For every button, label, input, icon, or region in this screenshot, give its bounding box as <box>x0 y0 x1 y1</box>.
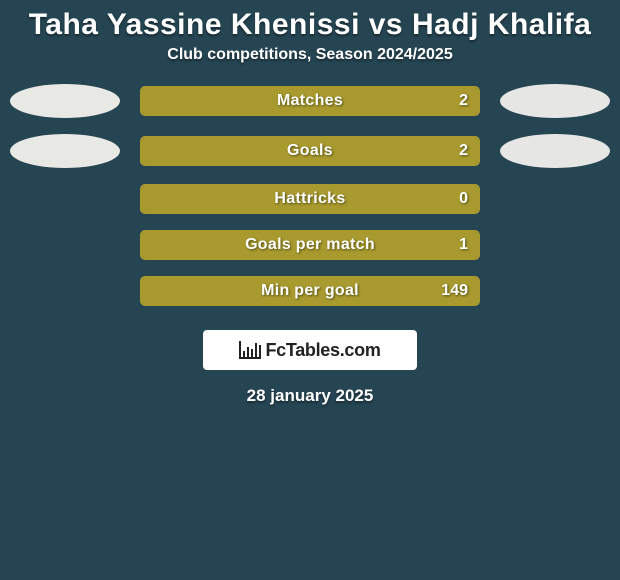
stat-rows: Matches2Goals2Hattricks0Goals per match1… <box>0 84 620 306</box>
date-label: 28 january 2025 <box>0 386 620 406</box>
stat-bar: Goals2 <box>140 136 480 166</box>
stat-row: Hattricks0 <box>10 184 610 214</box>
fctables-logo: FcTables.com <box>203 330 417 370</box>
stat-bar: Hattricks0 <box>140 184 480 214</box>
logo-text: FcTables.com <box>265 340 380 361</box>
stat-value: 2 <box>459 142 468 160</box>
stat-row: Goals2 <box>10 134 610 168</box>
stat-label: Matches <box>142 92 478 110</box>
stat-label: Goals <box>142 142 478 160</box>
stat-label: Goals per match <box>142 236 478 254</box>
stat-row: Matches2 <box>10 84 610 118</box>
player-right-marker <box>500 134 610 168</box>
stat-value: 0 <box>459 190 468 208</box>
stat-bar: Matches2 <box>140 86 480 116</box>
stat-value: 1 <box>459 236 468 254</box>
subtitle: Club competitions, Season 2024/2025 <box>0 46 620 84</box>
page-title: Taha Yassine Khenissi vs Hadj Khalifa <box>0 0 620 46</box>
player-left-marker <box>10 134 120 168</box>
stat-value: 2 <box>459 92 468 110</box>
stat-row: Goals per match1 <box>10 230 610 260</box>
stat-value: 149 <box>441 282 468 300</box>
stat-label: Hattricks <box>142 190 478 208</box>
player-right-marker <box>500 84 610 118</box>
stat-bar: Goals per match1 <box>140 230 480 260</box>
stat-label: Min per goal <box>142 282 478 300</box>
logo-chart-icon <box>239 341 261 359</box>
player-left-marker <box>10 84 120 118</box>
stat-bar: Min per goal149 <box>140 276 480 306</box>
stat-row: Min per goal149 <box>10 276 610 306</box>
